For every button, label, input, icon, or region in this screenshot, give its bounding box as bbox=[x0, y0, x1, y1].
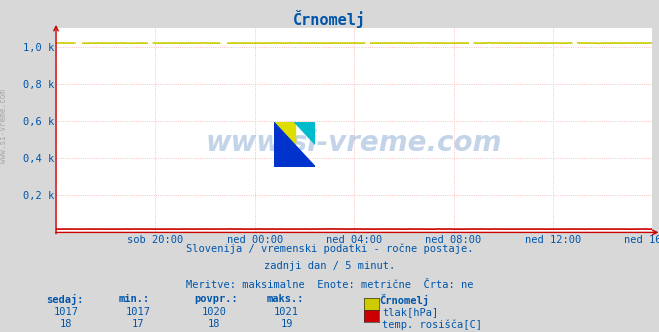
Text: 1017: 1017 bbox=[53, 307, 78, 317]
Text: temp. rosišča[C]: temp. rosišča[C] bbox=[382, 319, 482, 330]
Text: sedaj:: sedaj: bbox=[46, 294, 84, 305]
Bar bbox=[273, 122, 295, 145]
Text: 1020: 1020 bbox=[202, 307, 227, 317]
Text: tlak[hPa]: tlak[hPa] bbox=[382, 307, 438, 317]
Polygon shape bbox=[273, 122, 316, 167]
Text: Črnomelj: Črnomelj bbox=[293, 10, 366, 28]
Text: povpr.:: povpr.: bbox=[194, 294, 238, 304]
Text: www.si-vreme.com: www.si-vreme.com bbox=[0, 89, 8, 163]
Text: 1017: 1017 bbox=[126, 307, 151, 317]
Text: 18: 18 bbox=[60, 319, 72, 329]
Text: Črnomelj: Črnomelj bbox=[379, 294, 429, 306]
Text: Meritve: maksimalne  Enote: metrične  Črta: ne: Meritve: maksimalne Enote: metrične Črta… bbox=[186, 280, 473, 290]
Text: 18: 18 bbox=[208, 319, 220, 329]
Text: zadnji dan / 5 minut.: zadnji dan / 5 minut. bbox=[264, 261, 395, 271]
Text: 19: 19 bbox=[281, 319, 293, 329]
Text: min.:: min.: bbox=[119, 294, 150, 304]
Polygon shape bbox=[295, 122, 316, 145]
Text: www.si-vreme.com: www.si-vreme.com bbox=[206, 128, 502, 157]
Text: 17: 17 bbox=[132, 319, 144, 329]
Text: Slovenija / vremenski podatki - ročne postaje.: Slovenija / vremenski podatki - ročne po… bbox=[186, 243, 473, 254]
Text: maks.:: maks.: bbox=[267, 294, 304, 304]
Text: 1021: 1021 bbox=[274, 307, 299, 317]
